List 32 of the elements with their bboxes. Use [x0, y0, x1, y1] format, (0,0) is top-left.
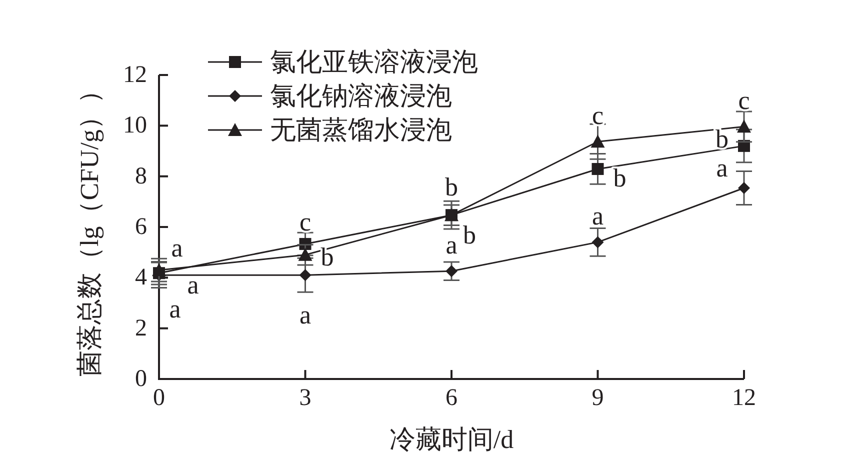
x-tick-label: 0	[153, 385, 165, 411]
annotation: b	[320, 242, 334, 272]
annotation: a	[171, 234, 183, 263]
annotation: b	[445, 172, 458, 202]
y-axis-title: 菌落总数（lg（CFU/g））	[75, 77, 104, 377]
legend-label: 氯化钠溶液浸泡	[270, 82, 452, 110]
x-tick-label: 3	[299, 385, 312, 411]
x-tick-label: 12	[732, 385, 756, 411]
y-tick-label: 6	[135, 214, 147, 240]
x-axis-title: 冷藏时间/d	[389, 425, 514, 454]
y-tick-label: 10	[123, 112, 147, 139]
annotation: b	[613, 163, 626, 192]
annotation: c	[592, 101, 604, 130]
annotation: a	[592, 202, 604, 231]
y-tick-label: 12	[123, 62, 147, 88]
y-tick-label: 8	[135, 163, 147, 190]
legend-label: 无菌蒸馏水浸泡	[270, 116, 452, 144]
x-tick-label: 6	[446, 385, 458, 411]
y-tick-label: 2	[135, 315, 147, 342]
annotation: a	[299, 300, 312, 330]
annotation: b	[716, 124, 728, 154]
y-tick-label: 0	[135, 366, 147, 392]
x-tick-label: 9	[592, 385, 604, 411]
annotation: a	[716, 153, 728, 182]
annotation: a	[446, 230, 458, 260]
annotation: a	[187, 270, 199, 300]
y-tick-label: 4	[135, 264, 147, 291]
annotation: c	[299, 207, 312, 236]
annotation: c	[738, 86, 750, 116]
annotation: b	[463, 220, 476, 250]
annotation: a	[169, 294, 181, 324]
legend-label: 氯化亚铁溶液浸泡	[270, 48, 478, 76]
